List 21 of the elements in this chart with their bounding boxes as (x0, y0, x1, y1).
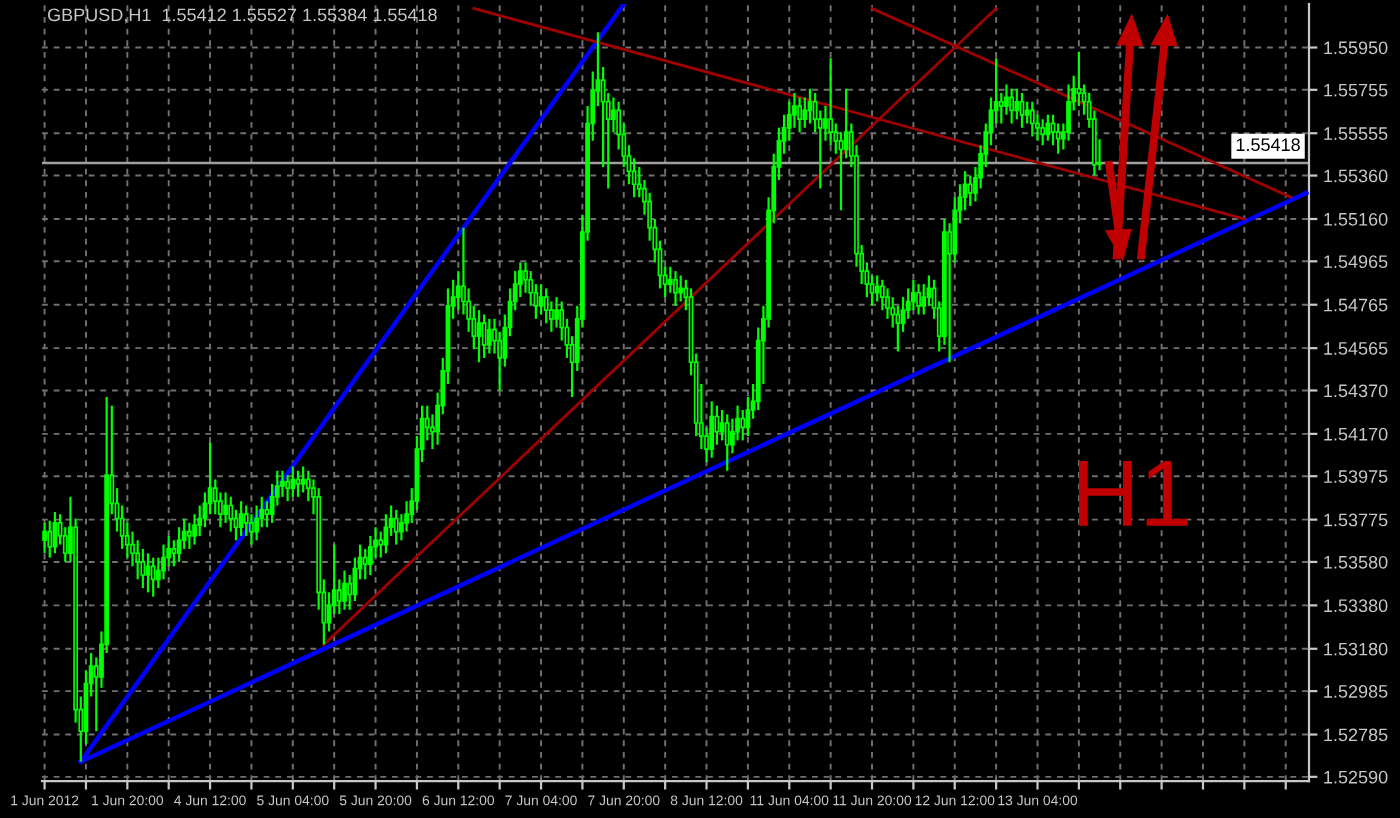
y-tick-label: 1.55555 (1324, 127, 1388, 140)
y-tick-label: 1.52985 (1324, 685, 1388, 698)
y-tick-label: 1.53580 (1324, 555, 1388, 569)
y-tick-label: 1.53380 (1324, 599, 1388, 613)
y-tick-label: 1.54370 (1324, 384, 1388, 398)
chart-title: GBPUSD,H1 1.55412 1.55527 1.55384 1.55418 (47, 8, 437, 24)
y-tick-label: 1.53975 (1324, 470, 1388, 483)
y-tick-label: 1.54170 (1324, 427, 1388, 441)
y-tick-label: 1.52785 (1324, 728, 1388, 742)
y-tick-label: 1.54565 (1324, 342, 1388, 355)
y-tick-label: 1.55360 (1324, 169, 1388, 183)
y-tick-label: 1.53180 (1324, 642, 1388, 656)
y-tick-label: 1.55160 (1324, 212, 1388, 226)
y-tick-label: 1.52590 (1324, 770, 1388, 784)
y-tick-label: 1.55755 (1324, 83, 1388, 97)
y-tick-label: 1.54765 (1324, 298, 1388, 312)
annotation: H1 (1079, 460, 1188, 526)
y-tick-label: 1.55950 (1324, 41, 1388, 55)
y-tick-label: 1.54965 (1324, 255, 1388, 269)
ref-line-label: 1.55418 (1236, 138, 1300, 152)
y-tick-label: 1.53775 (1324, 513, 1388, 527)
